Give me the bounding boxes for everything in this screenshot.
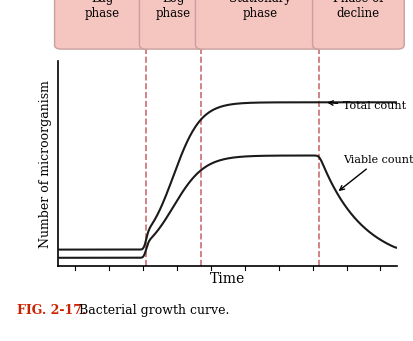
Text: Phase of
decline: Phase of decline bbox=[332, 0, 383, 20]
X-axis label: Time: Time bbox=[209, 271, 245, 285]
FancyBboxPatch shape bbox=[55, 0, 149, 49]
Text: Viable count: Viable count bbox=[339, 154, 413, 190]
FancyBboxPatch shape bbox=[139, 0, 207, 49]
Text: Log
phase: Log phase bbox=[155, 0, 190, 20]
Text: Total count: Total count bbox=[328, 101, 405, 112]
Text: Bacterial growth curve.: Bacterial growth curve. bbox=[78, 304, 228, 317]
FancyBboxPatch shape bbox=[312, 0, 403, 49]
FancyBboxPatch shape bbox=[195, 0, 324, 49]
Text: Stationary
phase: Stationary phase bbox=[228, 0, 290, 20]
Y-axis label: Number of microorganism: Number of microorganism bbox=[39, 80, 52, 248]
Text: FIG. 2-17.: FIG. 2-17. bbox=[17, 304, 86, 317]
Text: Lag
phase: Lag phase bbox=[84, 0, 119, 20]
